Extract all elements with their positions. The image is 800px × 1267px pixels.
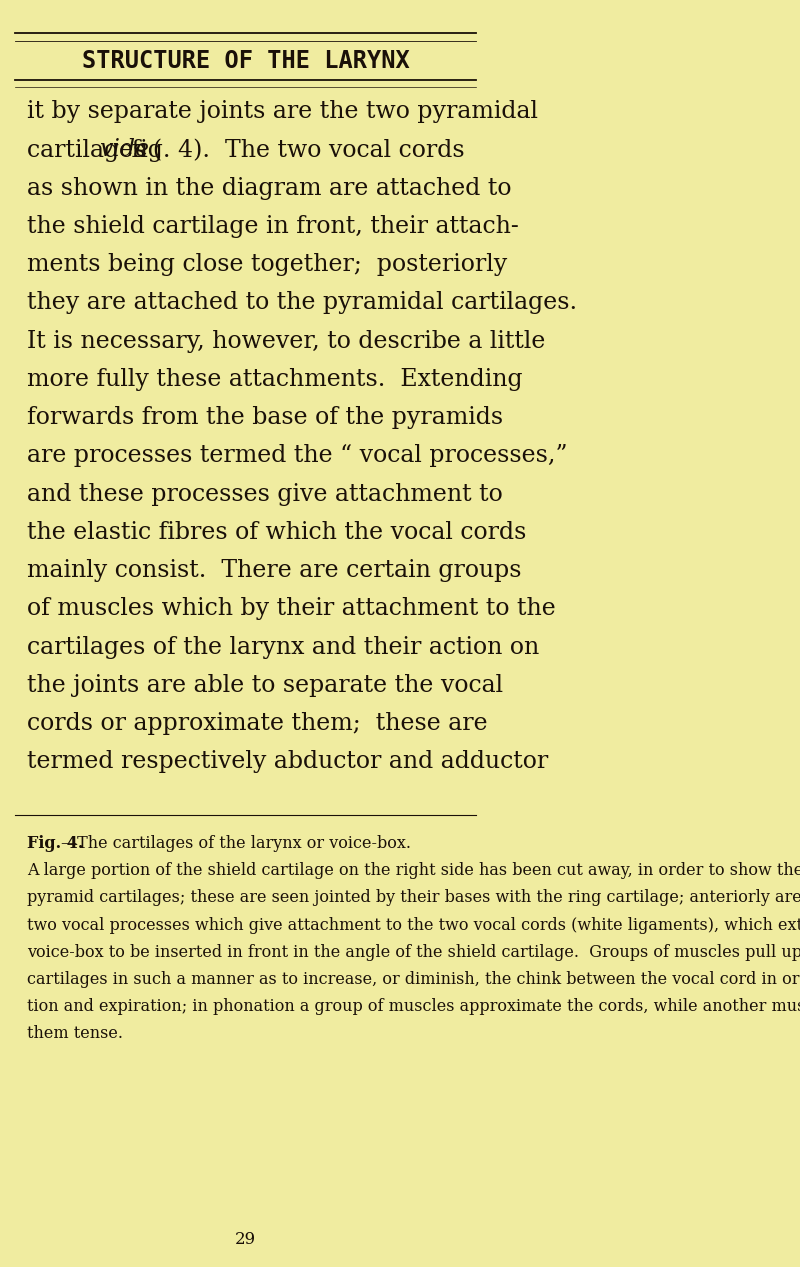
Text: of muscles which by their attachment to the: of muscles which by their attachment to … [27,598,556,621]
Text: termed respectively abductor and adductor: termed respectively abductor and adducto… [27,750,548,773]
Text: they are attached to the pyramidal cartilages.: they are attached to the pyramidal carti… [27,291,577,314]
Text: two vocal processes which give attachment to the two vocal cords (white ligament: two vocal processes which give attachmen… [27,916,800,934]
Text: vide: vide [99,138,149,161]
Text: are processes termed the “ vocal processes,”: are processes termed the “ vocal process… [27,445,567,468]
Text: forwards from the base of the pyramids: forwards from the base of the pyramids [27,407,503,430]
Text: cartilages of the larynx and their action on: cartilages of the larynx and their actio… [27,636,539,659]
Text: fig. 4).  The two vocal cords: fig. 4). The two vocal cords [124,138,464,161]
Text: cartilages in such a manner as to increase, or diminish, the chink between the v: cartilages in such a manner as to increa… [27,971,800,988]
Text: it by separate joints are the two pyramidal: it by separate joints are the two pyrami… [27,100,538,123]
Text: tion and expiration; in phonation a group of muscles approximate the cords, whil: tion and expiration; in phonation a grou… [27,998,800,1015]
Text: ments being close together;  posteriorly: ments being close together; posteriorly [27,253,507,276]
Text: mainly consist.  There are certain groups: mainly consist. There are certain groups [27,559,522,582]
Text: It is necessary, however, to describe a little: It is necessary, however, to describe a … [27,329,546,352]
Text: the elastic fibres of which the vocal cords: the elastic fibres of which the vocal co… [27,521,526,544]
Text: cords or approximate them;  these are: cords or approximate them; these are [27,712,488,735]
Text: the shield cartilage in front, their attach-: the shield cartilage in front, their att… [27,215,518,238]
Text: —The cartilages of the larynx or voice-box.: —The cartilages of the larynx or voice-b… [61,835,411,851]
Text: cartilages (: cartilages ( [27,138,162,161]
Text: as shown in the diagram are attached to: as shown in the diagram are attached to [27,176,511,199]
Text: the joints are able to separate the vocal: the joints are able to separate the voca… [27,674,503,697]
Text: them tense.: them tense. [27,1025,123,1043]
Text: and these processes give attachment to: and these processes give attachment to [27,483,502,506]
Text: A large portion of the shield cartilage on the right side has been cut away, in : A large portion of the shield cartilage … [27,862,800,879]
Text: more fully these attachments.  Extending: more fully these attachments. Extending [27,367,522,390]
Text: STRUCTURE OF THE LARYNX: STRUCTURE OF THE LARYNX [82,49,410,72]
Text: 29: 29 [235,1230,256,1248]
Text: voice-box to be inserted in front in the angle of the shield cartilage.  Groups : voice-box to be inserted in front in the… [27,944,800,960]
Text: pyramid cartilages; these are seen jointed by their bases with the ring cartilag: pyramid cartilages; these are seen joint… [27,889,800,906]
Text: Fig. 4.: Fig. 4. [27,835,83,851]
